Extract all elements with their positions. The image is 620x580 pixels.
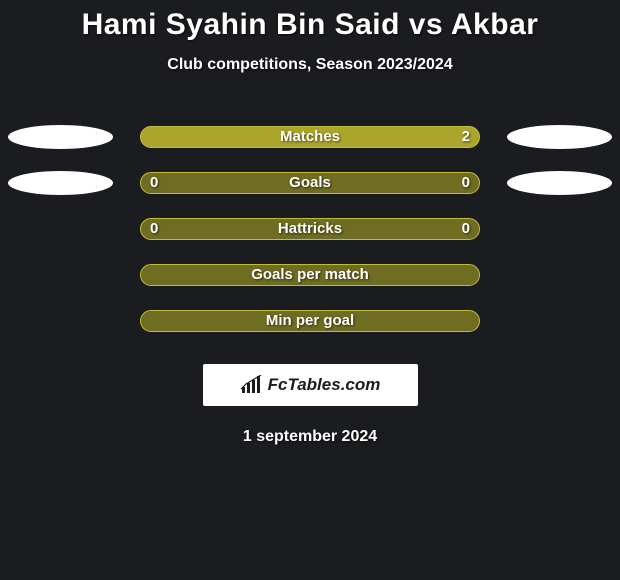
stat-bar [140, 310, 480, 332]
player-right-marker [507, 171, 612, 195]
stat-row: Min per goal [0, 298, 620, 344]
stat-row: Goals00 [0, 160, 620, 206]
stat-row: Hattricks00 [0, 206, 620, 252]
stats-comparison-card: Hami Syahin Bin Said vs Akbar Club compe… [0, 0, 620, 580]
stat-row: Goals per match [0, 252, 620, 298]
stat-bar [140, 264, 480, 286]
player-left-marker [8, 125, 113, 149]
date-label: 1 september 2024 [0, 428, 620, 446]
page-title: Hami Syahin Bin Said vs Akbar [0, 8, 620, 42]
player-right-marker [507, 125, 612, 149]
source-badge[interactable]: FcTables.com [203, 364, 418, 406]
stat-rows: Matches2Goals00Hattricks00Goals per matc… [0, 114, 620, 344]
source-badge-text: FcTables.com [268, 375, 381, 395]
subtitle: Club competitions, Season 2023/2024 [0, 56, 620, 74]
chart-icon [240, 375, 262, 395]
player-left-marker [8, 171, 113, 195]
stat-bar [140, 172, 480, 194]
stat-bar [140, 218, 480, 240]
stat-row: Matches2 [0, 114, 620, 160]
stat-bar [140, 126, 480, 148]
